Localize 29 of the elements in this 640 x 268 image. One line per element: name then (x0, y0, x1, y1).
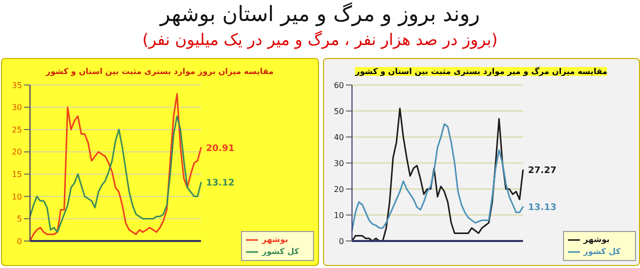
y-tick-label: 20 (333, 184, 344, 194)
line-series (29, 115, 202, 233)
y-tick-label: 30 (12, 103, 22, 112)
legend-label: کل کشور (262, 247, 299, 256)
y-tick-label: 10 (333, 210, 344, 220)
data-label: 27.27 (528, 166, 556, 176)
y-tick-label: 50 (333, 106, 344, 116)
y-tick-label: 15 (12, 170, 22, 179)
y-tick-label: 20 (12, 148, 22, 157)
y-tick-label: 60 (333, 80, 344, 90)
data-label: 13.13 (528, 202, 556, 213)
chart-title: مقایسه میزان بروز موارد بستری مثبت بین استان و کشور (46, 67, 274, 76)
data-label: 13.12 (206, 178, 234, 189)
y-tick-label: 5 (16, 214, 22, 224)
text: (بروز در صد هزار نفر ، مرگ و میر در یک میلیون نفر) (141, 29, 499, 51)
y-tick-label: 25 (12, 125, 22, 134)
text: روند بروز و مرگ و میر استان بوشهر (158, 1, 481, 28)
legend-label: کل کشور (584, 247, 620, 256)
data-label: 20.91 (206, 144, 234, 154)
y-tick-label: 30 (333, 158, 344, 168)
y-tick-label: 0 (16, 236, 22, 246)
legend-label: بوشهر (584, 235, 610, 244)
y-tick-label: 35 (12, 80, 22, 90)
chart-title: مقایسه میزان مرگ و میر موارد بستری مثبت بین استان و کشور (355, 67, 608, 76)
y-tick-label: 40 (333, 132, 344, 142)
line-series (350, 123, 524, 232)
y-tick-label: 10 (12, 192, 22, 202)
legend-label: بوشهر (262, 235, 288, 244)
y-tick-label: 0 (338, 236, 344, 246)
